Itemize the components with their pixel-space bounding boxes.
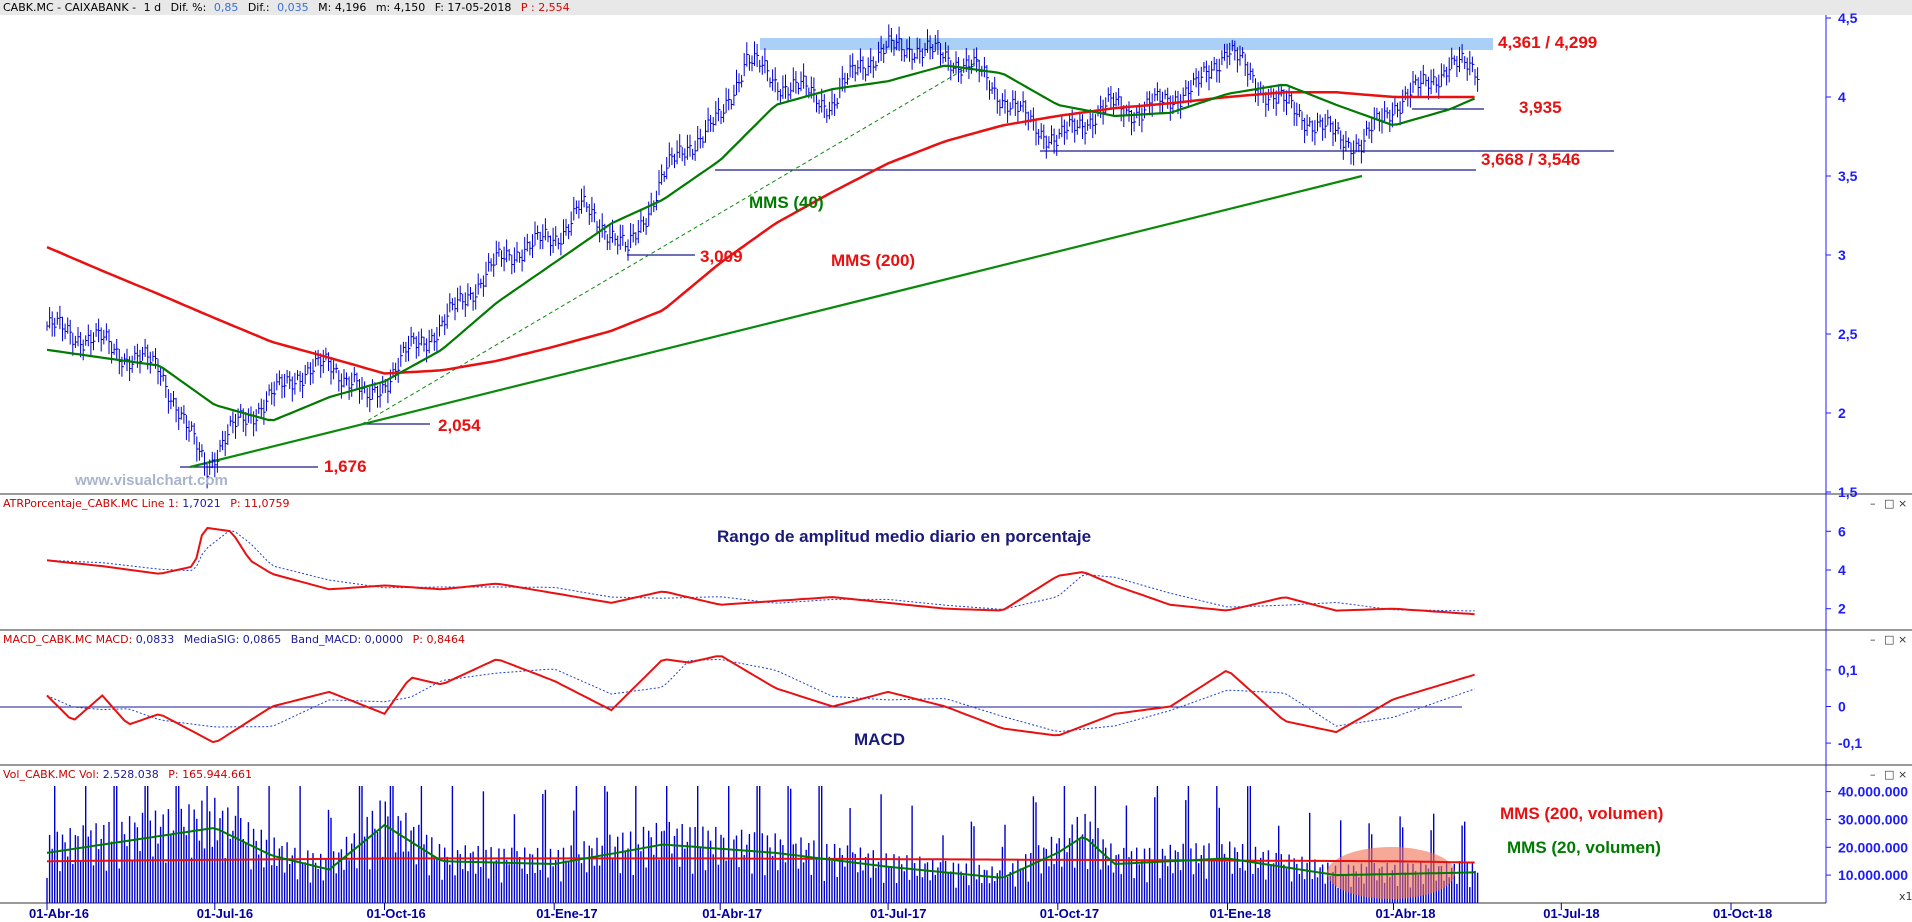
y-tick-label: 2 xyxy=(1838,601,1846,617)
x-axis-ticks: 01-Abr-16 01-Jul-16 01-Oct-16 01-Ene-17 01-A… xyxy=(29,903,1772,921)
x10-label: x10 xyxy=(1899,890,1912,903)
y-tick-label: 2,5 xyxy=(1838,326,1858,342)
series-macd-signal-line xyxy=(46,658,1475,733)
y-tick-label: 30.000.000 xyxy=(1838,811,1908,827)
macd-p-value: P: 0,8464 xyxy=(413,633,465,646)
y-tick-label: 4,5 xyxy=(1838,10,1858,26)
header-min: m: 4,150 xyxy=(376,1,425,14)
macd-panel-title: MACD_CABK.MC MACD: 0,0833 MediaSIG: 0,08… xyxy=(3,633,465,646)
panel-maximize-icon[interactable]: □ xyxy=(1884,497,1894,510)
vol-p-value: P: 165.944.661 xyxy=(168,768,252,781)
panel-maximize-icon[interactable]: □ xyxy=(1884,633,1894,646)
y-tick-label: 6 xyxy=(1838,523,1846,539)
header-bar xyxy=(0,0,1912,15)
volume-highlight-ellipse xyxy=(1327,847,1455,899)
macd-value: 0,0833 xyxy=(136,633,175,646)
x-tick-label: 01-Abr-18 xyxy=(1376,906,1436,921)
label-mms200: MMS (200) xyxy=(831,251,915,270)
vol-title-text: Vol_CABK.MC Vol: xyxy=(3,768,103,781)
y-axis-ticks: 1,5 2 2,5 3 3,5 4 4,5 2 4 6 -0,1 0 0,1 10.000.000 20.0… xyxy=(1826,10,1908,883)
annotation-3935: 3,935 xyxy=(1519,98,1562,117)
x-tick-label: 01-Abr-16 xyxy=(29,906,89,921)
header-symbol: CABK.MC - CAIXABANK - xyxy=(3,1,140,14)
macd-title-text: MACD_CABK.MC MACD: xyxy=(3,633,136,646)
header-info: CABK.MC - CAIXABANK - 1 d Dif. %: 0,85 D… xyxy=(3,1,570,14)
x-tick-label: 01-Oct-17 xyxy=(1040,906,1099,921)
x-tick-label: 01-Abr-17 xyxy=(702,906,762,921)
header-dif: 0,035 xyxy=(277,1,309,14)
trendline-dashed xyxy=(361,59,981,425)
label-mms40: MMS (40) xyxy=(749,193,824,212)
header-dif-label: Dif.: xyxy=(248,1,270,14)
x-tick-label: 01-Jul-17 xyxy=(870,906,926,921)
series-mms200-line xyxy=(46,91,1475,375)
support-lines xyxy=(180,108,1614,468)
header-max: M: 4,196 xyxy=(318,1,366,14)
y-tick-label: 40.000.000 xyxy=(1838,784,1908,800)
x-tick-label: 01-Jul-18 xyxy=(1543,906,1599,921)
y-tick-label: 4 xyxy=(1838,89,1846,105)
panel-frames xyxy=(0,15,1912,904)
price-bars xyxy=(46,24,1480,489)
atr-value: 1,7021 xyxy=(182,497,221,510)
panel-close-icon[interactable]: × xyxy=(1898,633,1907,646)
y-tick-label: 0 xyxy=(1838,699,1846,715)
macd-sig-value: MediaSIG: 0,0865 xyxy=(184,633,281,646)
header-date: F: 17-05-2018 xyxy=(435,1,512,14)
label-vol-mms20: MMS (20, volumen) xyxy=(1507,838,1661,857)
atr-panel-title: ATRPorcentaje_CABK.MC Line 1: 1,7021 P: … xyxy=(3,497,290,510)
panel-maximize-icon[interactable]: □ xyxy=(1884,768,1894,781)
panel-minimize-icon[interactable]: – xyxy=(1870,633,1876,646)
y-tick-label: 1,5 xyxy=(1838,484,1858,500)
panel-controls[interactable]: – □ × – □ × – □ × xyxy=(1870,497,1907,781)
y-tick-label: 0,1 xyxy=(1838,662,1858,678)
label-atr: Rango de amplitud medio diario en porcen… xyxy=(717,527,1091,546)
y-tick-label: 2 xyxy=(1838,405,1846,421)
x-tick-label: 01-Jul-16 xyxy=(197,906,253,921)
panel-minimize-icon[interactable]: – xyxy=(1870,768,1876,781)
annotation-3009: 3,009 xyxy=(700,247,743,266)
y-tick-label: 10.000.000 xyxy=(1838,867,1908,883)
annotation-3668: 3,668 / 3,546 xyxy=(1481,150,1580,169)
macd-band-value: Band_MACD: 0,0000 xyxy=(291,633,403,646)
x-tick-label: 01-Ene-18 xyxy=(1210,906,1271,921)
y-tick-label: 4 xyxy=(1838,562,1846,578)
series-macd-line xyxy=(46,655,1475,744)
series-vol-mms20-line xyxy=(46,823,1475,879)
x-tick-label: 01-Oct-18 xyxy=(1713,906,1772,921)
vol-panel-title: Vol_CABK.MC Vol: 2.528.038 P: 165.944.66… xyxy=(3,768,252,781)
panel-close-icon[interactable]: × xyxy=(1898,497,1907,510)
header-timeframe: 1 d xyxy=(144,1,161,14)
vol-value: 2.528.038 xyxy=(103,768,159,781)
panel-minimize-icon[interactable]: – xyxy=(1870,497,1876,510)
label-vol-mms200: MMS (200, volumen) xyxy=(1500,804,1663,823)
resistance-band xyxy=(760,38,1493,50)
header-dif-pct-label: Dif. %: xyxy=(171,1,207,14)
y-tick-label: 20.000.000 xyxy=(1838,839,1908,855)
annotation-1676: 1,676 xyxy=(324,457,367,476)
y-tick-label: -0,1 xyxy=(1838,735,1862,751)
series-mms40-line xyxy=(46,64,1476,422)
atr-title-text: ATRPorcentaje_CABK.MC Line 1: xyxy=(3,497,182,510)
x-tick-label: 01-Oct-16 xyxy=(367,906,426,921)
annotation-2054: 2,054 xyxy=(438,416,481,435)
panel-close-icon[interactable]: × xyxy=(1898,768,1907,781)
annotation-4361: 4,361 / 4,299 xyxy=(1498,33,1597,52)
x-tick-label: 01-Ene-17 xyxy=(536,906,597,921)
header-dif-pct: 0,85 xyxy=(214,1,239,14)
atr-p-value: P: 11,0759 xyxy=(230,497,289,510)
y-tick-label: 3 xyxy=(1838,247,1846,263)
header-p: P : 2,554 xyxy=(521,1,570,14)
watermark: www.visualchart.com xyxy=(74,472,228,489)
y-tick-label: 3,5 xyxy=(1838,168,1858,184)
label-macd: MACD xyxy=(854,730,905,749)
series-atr-line xyxy=(46,526,1475,616)
volume-bars xyxy=(46,786,1479,903)
trendline-long xyxy=(189,174,1363,469)
